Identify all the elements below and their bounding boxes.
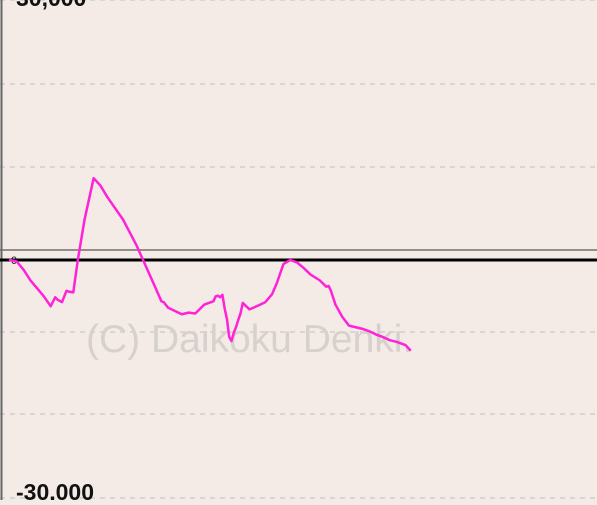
y-tick-label-bottom: -30,000 <box>16 479 94 500</box>
series-line <box>8 176 412 352</box>
y-tick-label-top: 30,000 <box>16 0 86 11</box>
copyright-watermark: (C) Daikoku Denki. <box>86 318 413 361</box>
